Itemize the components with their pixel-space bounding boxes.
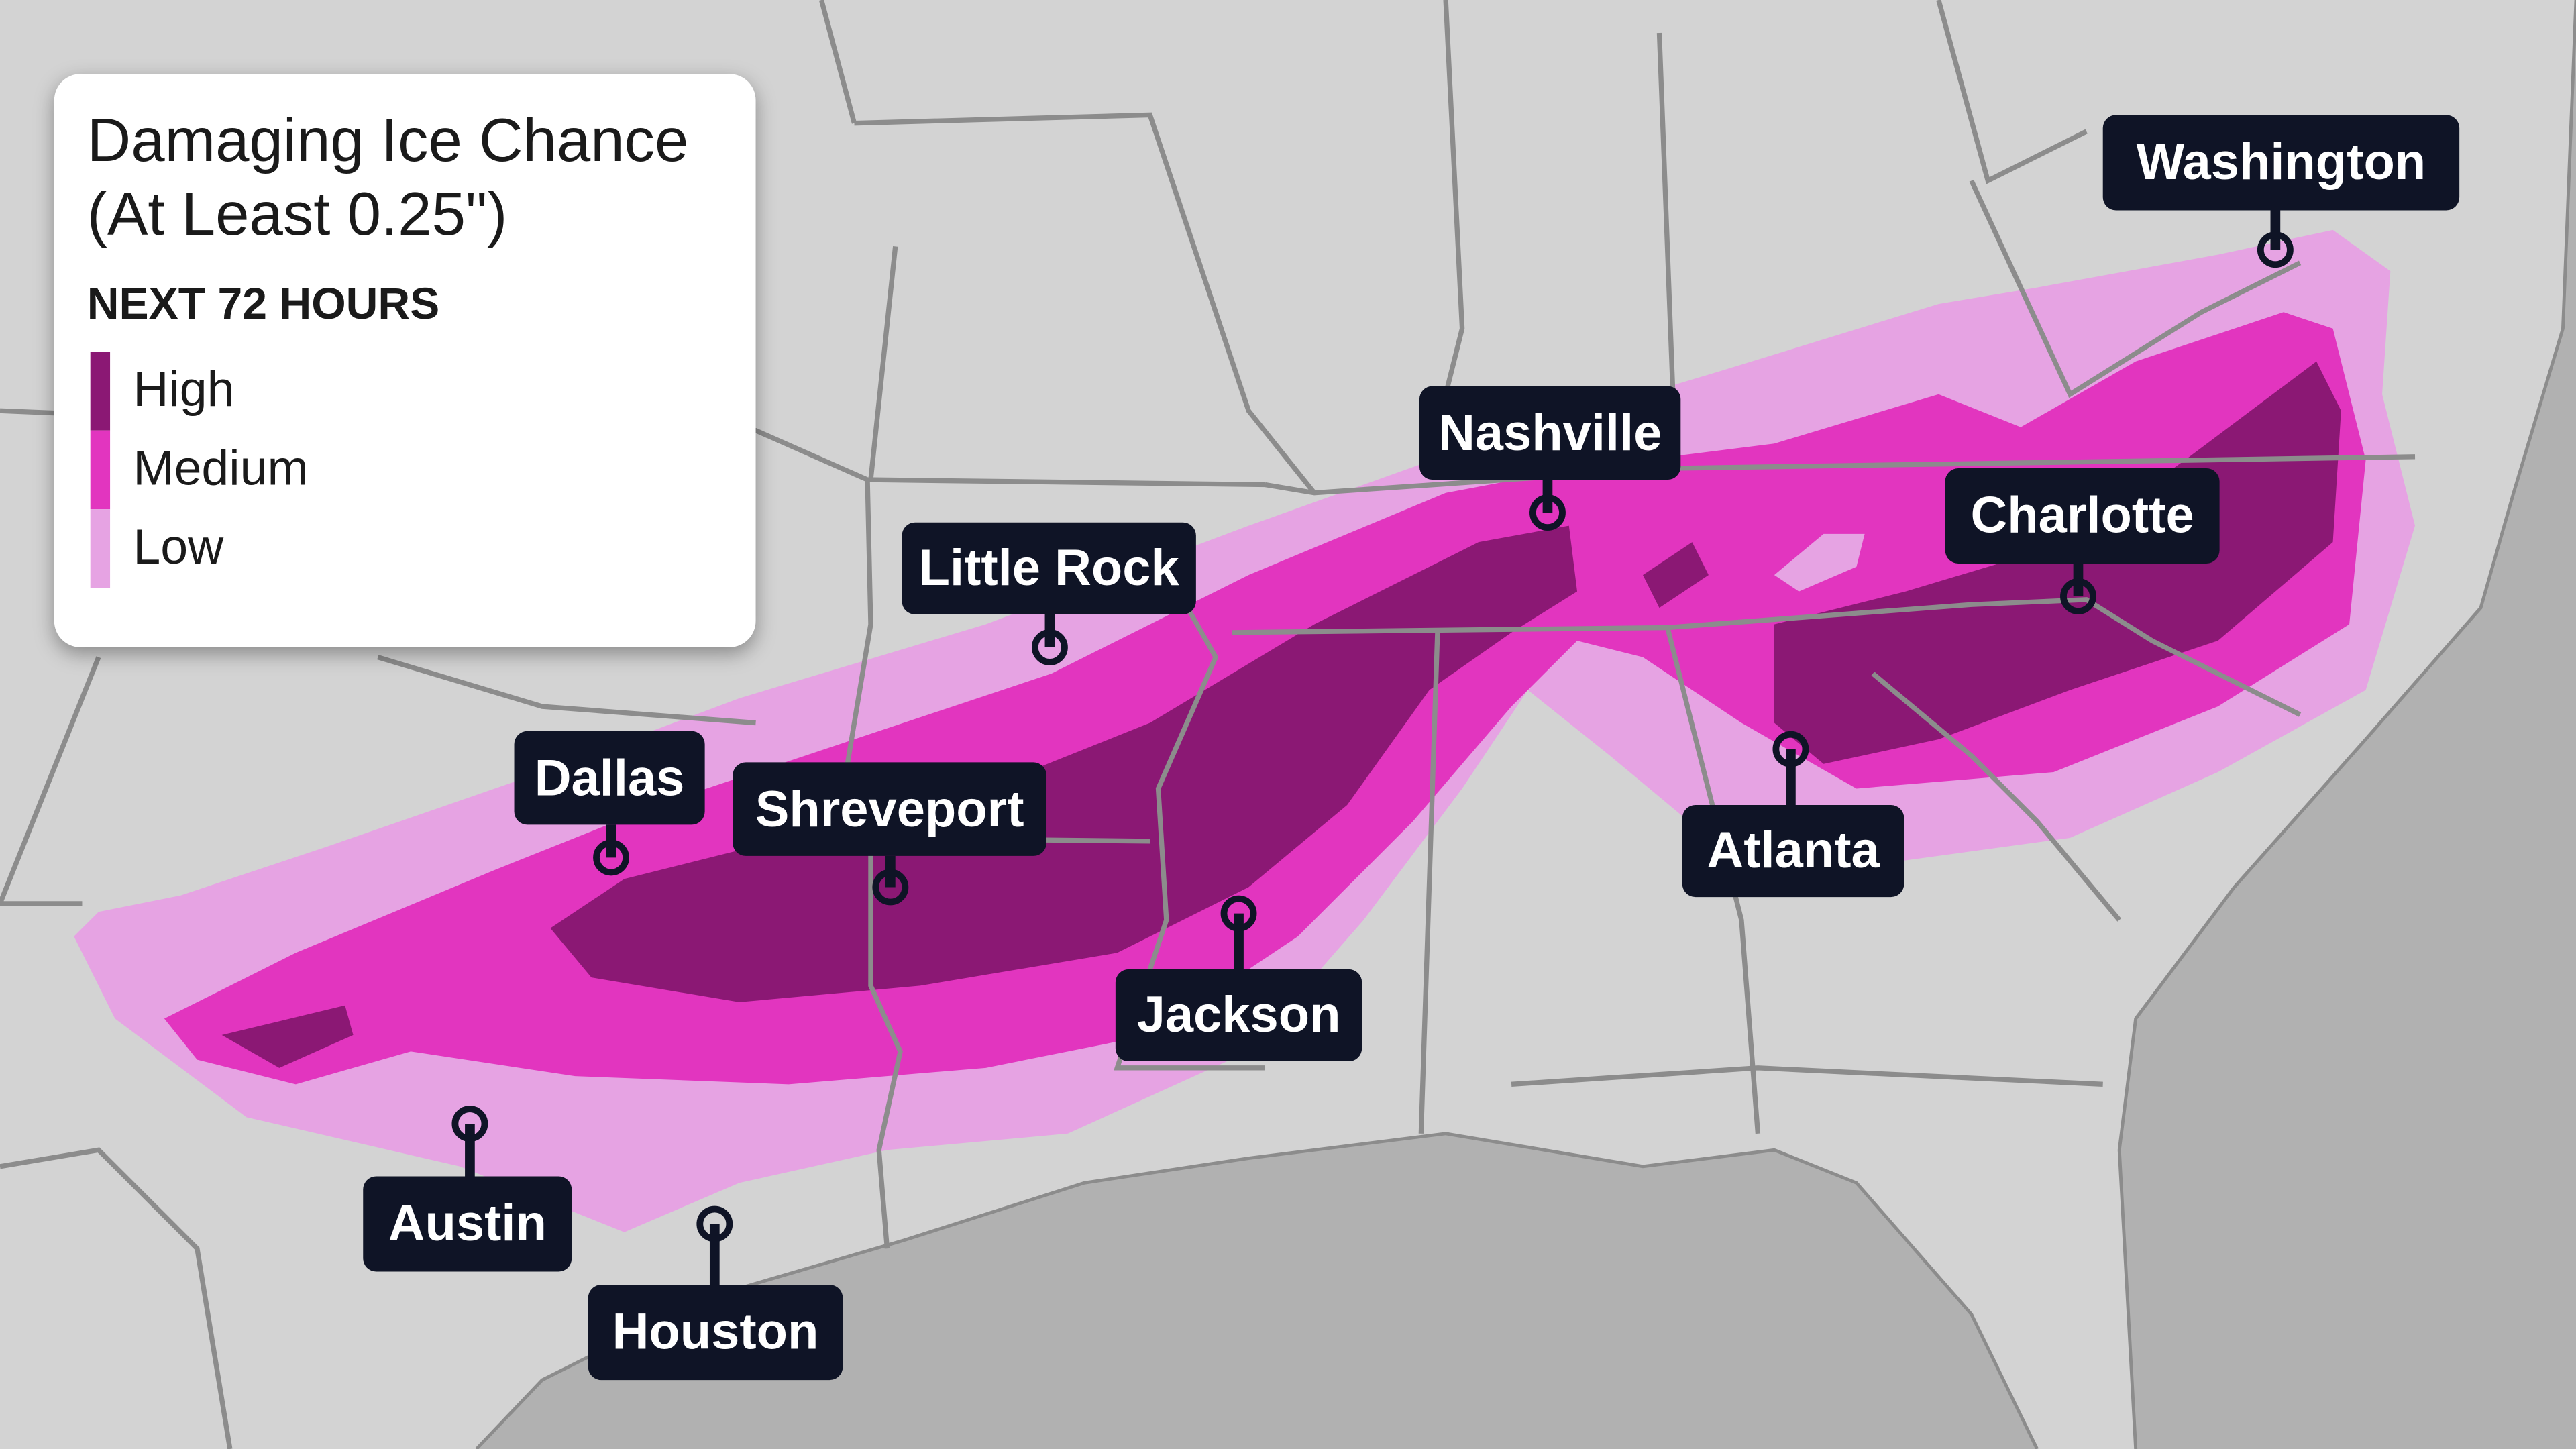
legend-label-medium: Medium [133, 441, 309, 496]
legend-swatch-low [90, 509, 111, 588]
city-pin-icon[interactable] [1031, 629, 1068, 665]
city-pin-icon[interactable] [1529, 494, 1566, 531]
city-pin-icon[interactable] [451, 1106, 488, 1142]
city-label-little-rock[interactable]: Little Rock [902, 522, 1196, 614]
legend-label-high: High [133, 363, 235, 418]
ice-high-blob [1643, 542, 1709, 608]
legend-label-low: Low [133, 521, 224, 576]
city-label-jackson[interactable]: Jackson [1115, 969, 1362, 1062]
ice-high-zone [550, 525, 1578, 1002]
legend-title-line2: (At Least 0.25") [87, 180, 508, 248]
city-label-austin[interactable]: Austin [363, 1176, 572, 1272]
atlantic-ocean [2119, 0, 2576, 1449]
city-pin-icon[interactable] [696, 1205, 733, 1242]
city-pin-icon[interactable] [2257, 231, 2294, 268]
city-pin-icon[interactable] [2060, 578, 2096, 614]
city-label-houston[interactable]: Houston [588, 1285, 843, 1381]
city-pins [451, 210, 2294, 1285]
city-label-washington[interactable]: Washington [2102, 115, 2460, 211]
legend-title-line1: Damaging Ice Chance [87, 107, 689, 174]
ice-high-zone-tx [221, 1005, 354, 1068]
legend-swatch-high [90, 352, 111, 431]
legend-swatch-medium [90, 430, 111, 510]
gulf-of-mexico [476, 1133, 2037, 1449]
city-pin-icon[interactable] [593, 839, 629, 876]
state-borders [0, 0, 2416, 1449]
city-label-charlotte[interactable]: Charlotte [1945, 468, 2220, 564]
city-label-nashville[interactable]: Nashville [1419, 386, 1681, 480]
ice-low-hole [1774, 533, 1865, 592]
city-pin-icon[interactable] [1772, 731, 1809, 767]
legend-panel: Damaging Ice Chance (At Least 0.25") NEX… [54, 74, 756, 647]
city-label-atlanta[interactable]: Atlanta [1682, 805, 1904, 898]
legend-subtitle: NEXT 72 HOURS [87, 279, 440, 329]
city-pin-icon[interactable] [1220, 895, 1257, 932]
city-label-shreveport[interactable]: Shreveport [733, 762, 1047, 856]
city-pin-icon[interactable] [872, 869, 909, 906]
city-label-dallas[interactable]: Dallas [514, 731, 705, 825]
